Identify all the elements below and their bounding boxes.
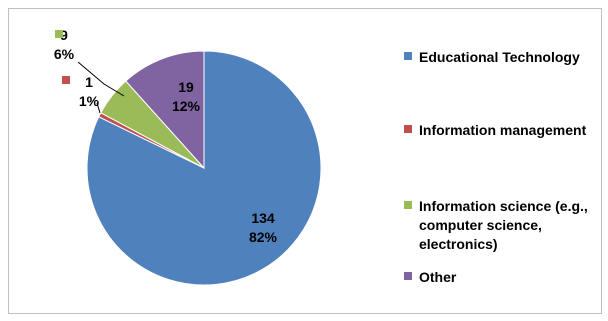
- legend-swatch-information-science: [404, 201, 412, 209]
- legend-label-information-science-line-2: computer science,: [419, 217, 542, 233]
- data-label-percent-educational-technology: 82%: [249, 229, 278, 245]
- data-label-percent-other: 12%: [172, 98, 201, 114]
- leader-line-information-science: [77, 61, 125, 97]
- legend-swatch-other: [404, 272, 412, 280]
- legend-label-educational-technology: Educational Technology: [419, 49, 580, 65]
- legend-swatch-educational-technology: [404, 52, 412, 60]
- data-labels: 134 82% 1 1% 9 6% 19 12%: [54, 27, 278, 245]
- data-label-value-other: 19: [178, 79, 194, 95]
- legend: Educational Technology Information manage…: [404, 49, 588, 285]
- leader-line-information-management: [96, 102, 101, 114]
- data-label-percent-information-management: 1%: [79, 93, 100, 109]
- label-marker-information-science: [55, 30, 63, 38]
- pie-slice-other: [125, 50, 205, 170]
- legend-label-other: Other: [419, 269, 457, 285]
- data-label-percent-information-science: 6%: [54, 46, 75, 62]
- label-marker-information-management: [62, 76, 70, 84]
- legend-label-information-science-line-1: Information science (e.g.,: [419, 198, 588, 214]
- pie-slices: [86, 50, 322, 286]
- pie-slice-educational-technology: [86, 50, 322, 286]
- legend-label-information-management: Information management: [419, 122, 587, 138]
- leader-lines: [77, 61, 125, 114]
- legend-label-information-science-line-3: electronics): [419, 236, 498, 252]
- data-label-value-information-science: 9: [60, 27, 68, 43]
- data-label-value-information-management: 1: [85, 74, 93, 90]
- data-label-value-educational-technology: 134: [251, 210, 275, 226]
- legend-swatch-information-management: [404, 125, 412, 133]
